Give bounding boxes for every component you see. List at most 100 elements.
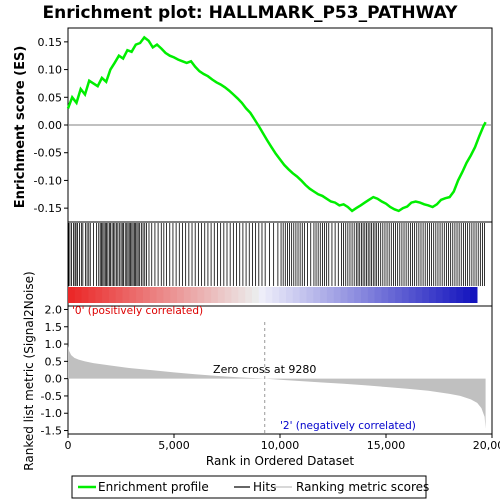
rank-color-segment — [211, 287, 219, 303]
rank-color-segment — [401, 287, 410, 303]
legend-label-hits: Hits — [253, 480, 276, 494]
metric-x-ticks: 0 5,000 10,000 15,000 20,000 — [65, 434, 500, 452]
x-tick-label: 10,000 — [261, 439, 300, 452]
x-tick-label: 15,000 — [367, 439, 406, 452]
rank-color-segment — [367, 287, 376, 303]
es-y-tick-label: 0.00 — [38, 119, 63, 132]
rank-color-segment — [340, 287, 348, 303]
rank-color-segment — [245, 287, 253, 303]
x-axis-label: Rank in Ordered Dataset — [206, 454, 354, 468]
rank-color-segment — [231, 287, 239, 303]
metric-area-group — [68, 345, 486, 429]
rank-color-segment — [142, 287, 151, 303]
rank-color-segment — [136, 287, 144, 303]
es-y-tick-label: 0.15 — [38, 36, 63, 49]
rank-color-segment — [272, 287, 280, 303]
rank-color-segment — [286, 287, 294, 303]
es-y-axis-label: Enrichment score (ES) — [13, 46, 28, 209]
metric-y-tick-label: -1.0 — [41, 407, 62, 420]
es-y-tick-label: -0.10 — [34, 174, 62, 187]
x-tick-label: 5,000 — [158, 439, 190, 452]
rank-color-segment — [320, 287, 328, 303]
es-y-tick-label: -0.15 — [34, 202, 62, 215]
rank-color-segment — [292, 287, 301, 303]
rank-color-segment — [68, 287, 76, 303]
rank-color-segment — [177, 287, 185, 303]
metric-y-ticks: 2.0 1.5 1.0 0.5 0.0 -0.5 -1.0 -1.5 — [41, 303, 68, 438]
zero-cross-group: Zero cross at 9280 — [213, 322, 316, 434]
rank-color-segment — [102, 287, 110, 303]
metric-y-axis-label: Ranked list metric (Signal2Noise) — [22, 271, 36, 470]
rank-color-segment — [170, 287, 178, 303]
es-y-ticks: 0.15 0.10 0.05 0.00 -0.05 -0.10 -0.15 — [34, 36, 68, 215]
rank-color-segment — [258, 287, 267, 303]
rank-color-segment — [326, 287, 335, 303]
metric-y-tick-label: 1.0 — [45, 338, 63, 351]
rank-color-segment — [129, 287, 137, 303]
es-panel: 0.15 0.10 0.05 0.00 -0.05 -0.10 -0.15 Enrichme… — [13, 27, 493, 223]
rank-color-segment — [279, 287, 287, 303]
rank-color-segment — [74, 287, 83, 303]
rank-color-segment — [149, 287, 158, 303]
x-tick-label: 0 — [65, 439, 72, 452]
metric-y-tick-label: 0.5 — [45, 355, 63, 368]
rank-color-segment — [415, 287, 423, 303]
metric-panel: 2.0 1.5 1.0 0.5 0.0 -0.5 -1.0 -1.5 0 5,000 10,000… — [22, 271, 500, 470]
metric-y-tick-label: 2.0 — [45, 303, 63, 316]
rank-color-segment — [470, 287, 478, 303]
rank-color-segment — [265, 287, 274, 303]
rank-color-segment — [422, 287, 430, 303]
metric-y-tick-label: 1.5 — [45, 321, 63, 334]
positive-correlation-label: '0' (positively correlated) — [72, 305, 203, 317]
rank-color-segment — [395, 287, 403, 303]
rank-color-segment — [122, 287, 130, 303]
es-y-tick-label: 0.10 — [38, 64, 63, 77]
x-tick-label: 20,000 — [473, 439, 500, 452]
rank-color-segment — [442, 287, 451, 303]
rank-color-segment — [381, 287, 389, 303]
rank-color-bar — [68, 287, 478, 303]
rank-color-segment — [190, 287, 199, 303]
rank-color-segment — [347, 287, 355, 303]
rank-color-segment — [354, 287, 362, 303]
rank-color-segment — [374, 287, 383, 303]
metric-y-tick-label: -0.5 — [41, 390, 62, 403]
legend-label-enrichment: Enrichment profile — [98, 480, 209, 494]
hits-panel — [67, 221, 493, 307]
ranking-metric-area — [68, 345, 486, 429]
es-y-tick-label: -0.05 — [34, 147, 62, 160]
rank-color-segment — [197, 287, 205, 303]
rank-color-segment — [108, 287, 117, 303]
rank-color-segment — [361, 287, 369, 303]
rank-color-segment — [224, 287, 233, 303]
enrichment-profile-line — [66, 35, 487, 213]
rank-color-segment — [217, 287, 226, 303]
es-curve-group — [66, 35, 487, 213]
rank-color-segment — [252, 287, 260, 303]
rank-color-segment — [88, 287, 96, 303]
legend-label-metric: Ranking metric scores — [296, 480, 429, 494]
rank-color-segment — [408, 287, 417, 303]
rank-color-segment — [456, 287, 464, 303]
legend: Enrichment profile Hits Ranking metric s… — [71, 475, 429, 499]
metric-y-tick-label: -1.5 — [41, 425, 62, 438]
rank-color-segment — [333, 287, 342, 303]
rank-color-segment — [435, 287, 444, 303]
rank-color-segment — [429, 287, 437, 303]
es-y-tick-label: 0.05 — [38, 91, 63, 104]
rank-color-segment — [463, 287, 471, 303]
rank-color-segment — [95, 287, 103, 303]
rank-color-segment — [115, 287, 124, 303]
rank-color-segment — [388, 287, 396, 303]
rank-color-segment — [313, 287, 321, 303]
rank-color-segment — [156, 287, 165, 303]
rank-color-segment — [204, 287, 212, 303]
rank-color-segment — [449, 287, 458, 303]
rank-color-segment — [183, 287, 192, 303]
rank-color-segment — [299, 287, 308, 303]
zero-cross-label: Zero cross at 9280 — [213, 363, 316, 376]
rank-color-segment — [306, 287, 314, 303]
rank-color-segment — [238, 287, 246, 303]
metric-y-tick-label: 0.0 — [45, 373, 63, 386]
